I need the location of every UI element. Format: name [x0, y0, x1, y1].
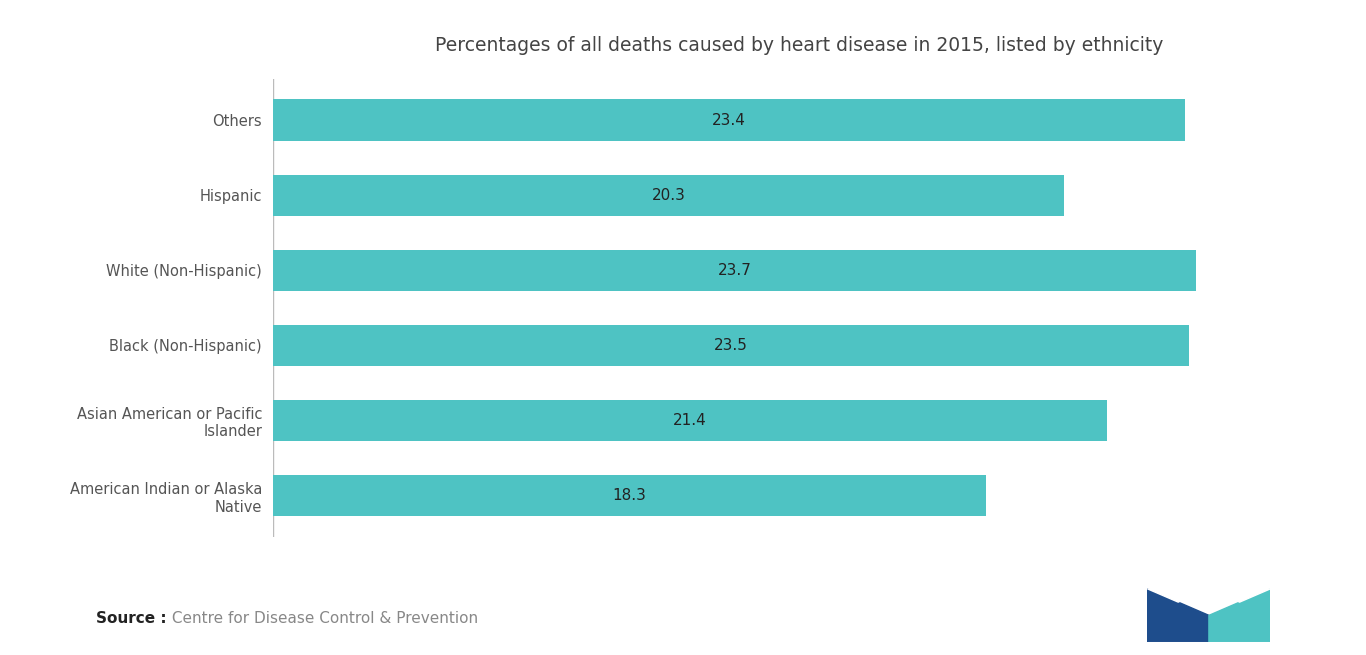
Bar — [273, 400, 1106, 441]
Text: 20.3: 20.3 — [652, 188, 686, 202]
Bar — [273, 174, 1064, 216]
Bar — [273, 100, 1184, 141]
Bar — [273, 325, 1188, 366]
Bar — [273, 475, 986, 516]
Polygon shape — [1147, 589, 1209, 642]
Text: 23.4: 23.4 — [712, 113, 746, 128]
Text: Source :: Source : — [96, 610, 167, 626]
Polygon shape — [1147, 589, 1209, 602]
Text: 18.3: 18.3 — [613, 488, 646, 503]
Text: 23.5: 23.5 — [714, 338, 747, 353]
Title: Percentages of all deaths caused by heart disease in 2015, listed by ethnicity: Percentages of all deaths caused by hear… — [434, 36, 1164, 55]
Text: 21.4: 21.4 — [673, 413, 708, 428]
Polygon shape — [1209, 589, 1270, 602]
Text: 23.7: 23.7 — [719, 263, 751, 278]
Text: Centre for Disease Control & Prevention: Centre for Disease Control & Prevention — [167, 610, 478, 626]
Polygon shape — [1209, 589, 1270, 642]
Bar — [273, 250, 1197, 291]
